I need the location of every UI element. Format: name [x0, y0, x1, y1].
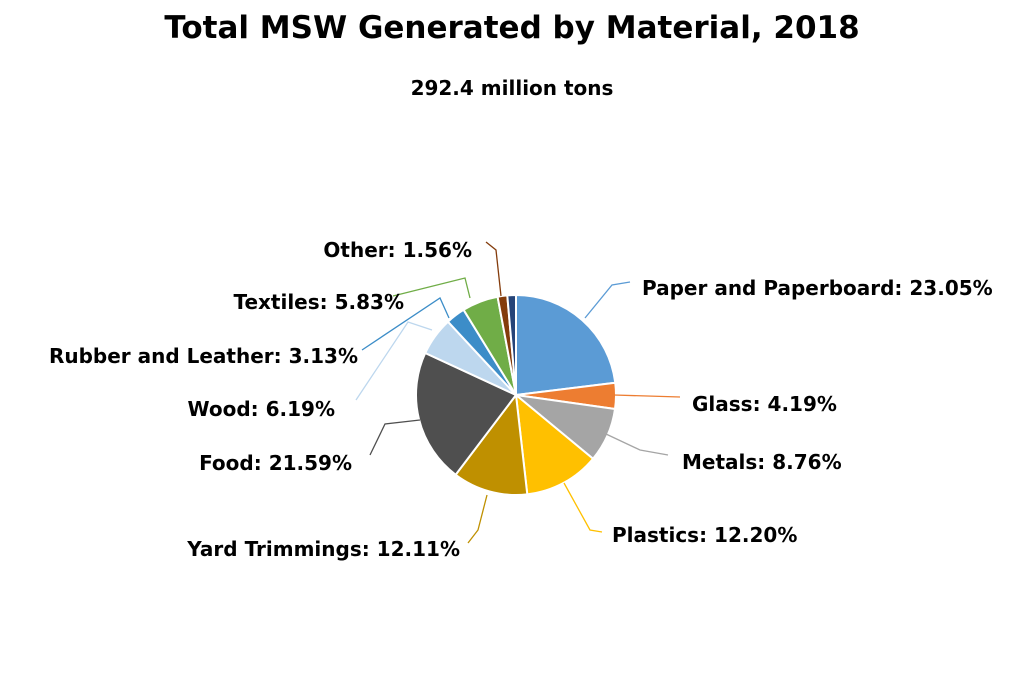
data-label: Other: 1.56% — [323, 238, 472, 262]
leader-line — [613, 394, 681, 398]
leader-line — [584, 281, 631, 319]
leader-line — [392, 277, 471, 299]
data-label: Paper and Paperboard: 23.05% — [642, 276, 993, 300]
pie-slice-yard-trimmings — [454, 392, 529, 496]
chart-title: Total MSW Generated by Material, 2018 — [164, 10, 860, 46]
pie-slice-plastics — [514, 392, 595, 496]
leader-line — [355, 321, 433, 401]
pie-slice-unlabeled — [506, 293, 517, 396]
chart-subtitle: 292.4 million tons — [410, 76, 614, 100]
pie-slice-paper-and-paperboard — [515, 293, 617, 397]
pie-slice-food — [415, 351, 518, 477]
data-label: Rubber and Leather: 3.13% — [49, 344, 358, 368]
leader-line — [563, 482, 603, 533]
leader-line — [467, 494, 488, 544]
data-label: Yard Trimmings: 12.11% — [186, 537, 460, 561]
data-label: Textiles: 5.83% — [233, 290, 404, 314]
data-label: Metals: 8.76% — [682, 450, 842, 474]
leader-line — [361, 297, 450, 351]
data-label: Glass: 4.19% — [692, 392, 837, 416]
data-label: Plastics: 12.20% — [612, 523, 797, 547]
leader-line — [369, 419, 421, 456]
data-label: Food: 21.59% — [199, 451, 352, 475]
leader-line — [605, 433, 669, 456]
leader-line — [485, 241, 502, 297]
data-label: Wood: 6.19% — [188, 397, 336, 421]
